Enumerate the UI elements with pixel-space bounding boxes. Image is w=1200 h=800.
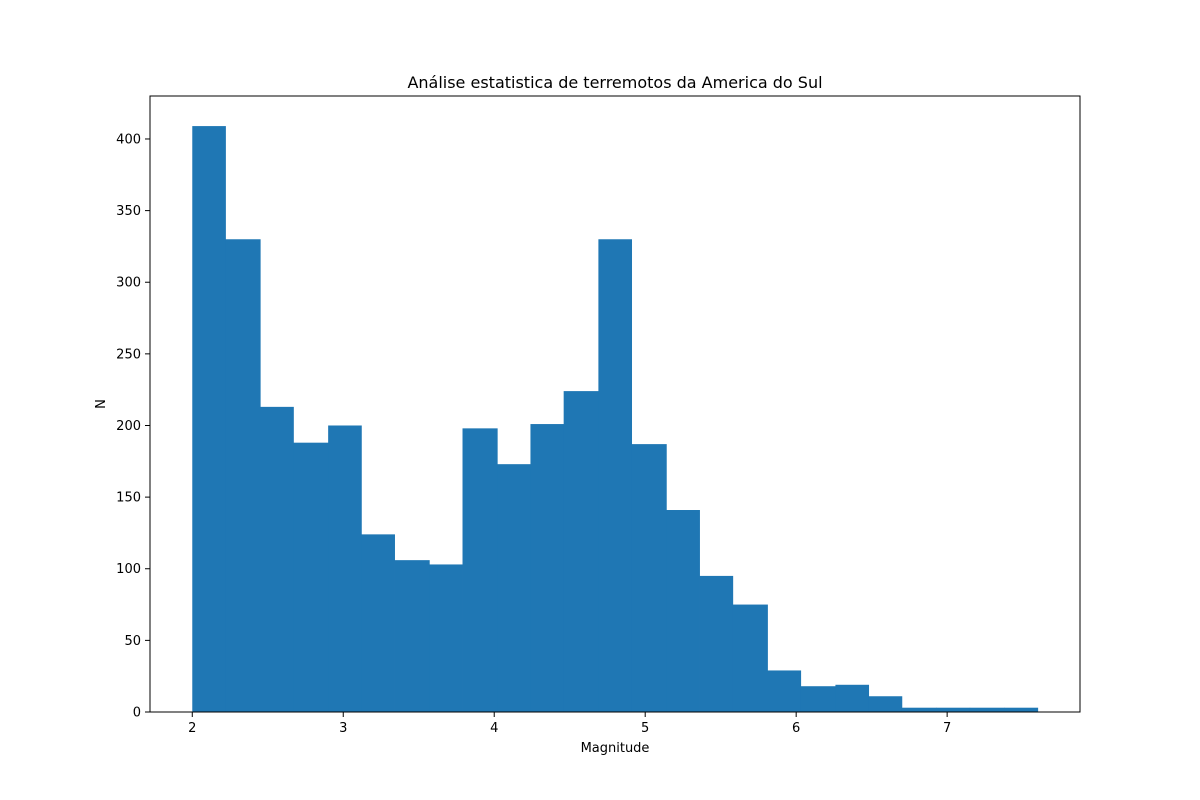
y-tick-label-1: 50 xyxy=(124,634,141,649)
x-tick-label-4: 6 xyxy=(792,721,800,736)
y-tick-label-7: 350 xyxy=(116,204,141,219)
histogram-bar-11 xyxy=(563,391,599,712)
y-tick-label-2: 100 xyxy=(116,562,141,577)
histogram-bar-17 xyxy=(767,670,802,712)
y-tick-label-5: 250 xyxy=(116,347,141,362)
histogram-bar-18 xyxy=(800,686,836,712)
histogram-bar-15 xyxy=(699,575,734,712)
x-tick-label-3: 5 xyxy=(641,721,649,736)
histogram-bar-7 xyxy=(429,564,463,712)
histogram-bar-13 xyxy=(631,444,667,712)
y-axis-label: N xyxy=(94,399,109,409)
histogram-bar-10 xyxy=(530,424,565,712)
histogram-bar-20 xyxy=(868,696,903,712)
histogram-bar-14 xyxy=(666,510,700,712)
histogram-bar-16 xyxy=(732,604,768,712)
histogram-bar-4 xyxy=(328,425,362,712)
histogram-bar-12 xyxy=(598,239,633,713)
x-tick-label-5: 7 xyxy=(943,721,951,736)
histogram-bar-19 xyxy=(835,684,870,712)
chart-title: Análise estatistica de terremotos da Ame… xyxy=(407,73,822,92)
x-tick-label-1: 3 xyxy=(339,721,347,736)
histogram-bars xyxy=(192,126,1039,713)
y-tick-label-0: 0 xyxy=(133,706,141,721)
x-axis: 2 3 4 5 6 7 xyxy=(188,712,951,736)
histogram-bar-9 xyxy=(497,464,531,712)
histogram-bar-23 xyxy=(969,707,1005,712)
histogram-bar-22 xyxy=(936,707,971,712)
y-tick-label-4: 200 xyxy=(116,419,141,434)
x-axis-label: Magnitude xyxy=(581,741,650,756)
y-tick-label-6: 300 xyxy=(116,276,141,291)
plot-frame xyxy=(149,95,1081,713)
y-axis: 0 50 100 150 200 250 300 350 400 xyxy=(116,132,150,721)
histogram-bar-2 xyxy=(260,406,294,712)
histogram-bar-21 xyxy=(901,707,937,712)
histogram-bar-1 xyxy=(225,239,261,713)
histogram-bar-6 xyxy=(394,560,430,712)
histogram-bar-0 xyxy=(192,126,226,712)
y-tick-label-3: 150 xyxy=(116,491,141,506)
histogram-bar-3 xyxy=(293,442,329,712)
histogram-bar-5 xyxy=(361,534,395,712)
y-tick-label-8: 400 xyxy=(116,132,141,147)
histogram-bar-8 xyxy=(462,428,498,712)
histogram-bar-24 xyxy=(1004,707,1039,712)
x-tick-label-2: 4 xyxy=(490,721,498,736)
x-tick-label-0: 2 xyxy=(188,721,196,736)
